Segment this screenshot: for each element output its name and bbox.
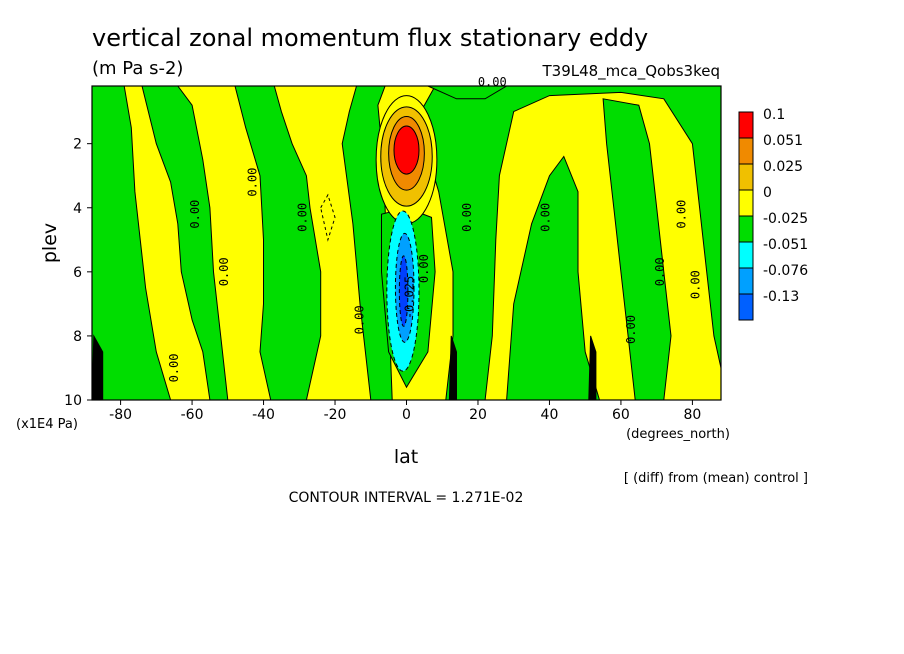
contour-label: 0.00 <box>217 257 231 286</box>
contour-label: 0.00 <box>417 254 431 283</box>
colorbar-label: 0.025 <box>763 159 803 175</box>
contour-label: 0.00 <box>674 200 688 229</box>
colorbar-swatch <box>738 111 754 139</box>
colorbar-swatch <box>738 189 754 217</box>
colorbar-label: -0.076 <box>763 263 808 279</box>
negative-contour-0.13 <box>398 255 409 327</box>
x-tick-label: -40 <box>252 407 275 423</box>
y-tick-label: 10 <box>64 393 82 409</box>
x-tick-label: -60 <box>181 407 204 423</box>
x-tick-label: 0 <box>402 407 411 423</box>
contour-label: 0.00 <box>478 75 507 89</box>
colorbar-swatch <box>738 293 754 321</box>
chart-title: vertical zonal momentum flux stationary … <box>92 24 648 52</box>
contour-interval: CONTOUR INTERVAL = 1.271E-02 <box>289 490 524 506</box>
colorbar-swatch <box>738 267 754 295</box>
x-tick-label: -20 <box>324 407 347 423</box>
negative-weak-region <box>234 85 322 401</box>
colorbar-label: 0.051 <box>763 133 803 149</box>
colorbar-swatch <box>738 215 754 243</box>
colorbar-label: -0.025 <box>763 211 808 227</box>
contour-label: 0.00 <box>653 257 667 286</box>
x-tick-label: 40 <box>541 407 559 423</box>
x-axis: -80 -60 -40 -20 0 20 40 60 80 <box>109 400 701 423</box>
x-tick-label: 20 <box>469 407 487 423</box>
colorbar-swatch <box>738 241 754 269</box>
colorbar-label: 0.1 <box>763 107 785 123</box>
colorbar-swatch <box>738 163 754 191</box>
x-tick-label: 80 <box>683 407 701 423</box>
colorbar-label: -0.13 <box>763 289 799 305</box>
x-tick-label: -80 <box>109 407 132 423</box>
chart-units: (m Pa s-2) <box>92 58 183 79</box>
y-tick-label: 2 <box>73 137 82 153</box>
y-tick-label: 4 <box>73 201 82 217</box>
colorbar-label: 0 <box>763 185 772 201</box>
diff-note: [ (diff) from (mean) control ] <box>624 471 808 486</box>
colorbar: 0.1 0.051 0.025 0 -0.025 -0.051 -0.076 -0.13 <box>738 107 808 321</box>
x-tick-label: 60 <box>612 407 630 423</box>
contour-label: 0.00 <box>460 203 474 232</box>
y-tick-label: 8 <box>73 329 82 345</box>
x-axis-units: (degrees_north) <box>626 427 730 442</box>
y-axis-units: (x1E4 Pa) <box>16 417 78 432</box>
negative-weak-region <box>420 85 722 401</box>
x-axis-label: lat <box>394 446 418 468</box>
core-regions <box>320 95 438 372</box>
colorbar-swatch <box>738 137 754 165</box>
y-tick-label: 6 <box>73 265 82 281</box>
contour-label: 0.00 <box>353 305 367 334</box>
y-axis-label: plev <box>39 223 61 263</box>
contour-label: 0.00 <box>689 270 703 299</box>
contour-label: 0.00 <box>167 354 181 383</box>
contour-label: 0.00 <box>188 200 202 229</box>
contour-labels: 0.00 0.00 0.00 0.00 0.00 0.00 0.00 0.00 0.00 0.00… <box>167 75 703 382</box>
plot-area: 0.00 0.00 0.00 0.00 0.00 0.00 0.00 0.00 0.00 0.00… <box>91 75 722 401</box>
negative-contour-small <box>320 193 336 242</box>
contour-label: -0.025 <box>403 276 417 319</box>
contour-label: 0.00 <box>295 203 309 232</box>
positive-contour-0.1 <box>393 125 420 175</box>
contour-label: 0.00 <box>245 168 259 197</box>
contour-label: 0.00 <box>538 203 552 232</box>
y-axis: 2 4 6 8 10 <box>64 137 92 409</box>
colorbar-label: -0.051 <box>763 237 808 253</box>
experiment-label: T39L48_mca_Qobs3keq <box>541 62 720 81</box>
contour-label: 0.00 <box>624 315 638 344</box>
